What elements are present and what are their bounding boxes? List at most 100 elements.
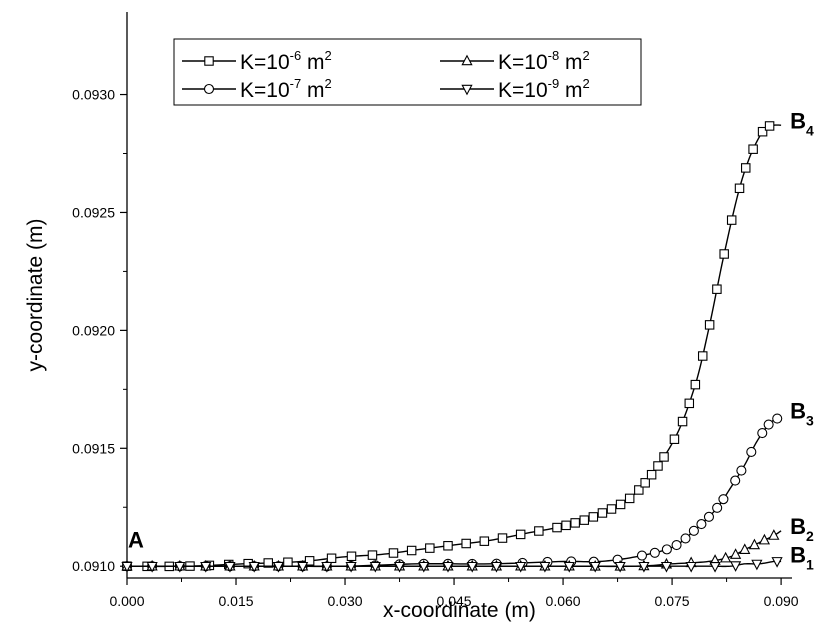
marker-circle: [636, 550, 648, 561]
annotation-a: A: [128, 527, 144, 552]
legend-base: K=10: [498, 51, 548, 74]
marker-square: [757, 126, 768, 137]
marker-triangle-down: [224, 561, 236, 573]
x-tick-label: 0.060: [546, 593, 581, 609]
marker-square: [425, 543, 435, 553]
legend-entry-triangle-up: K=10-8 m2: [440, 48, 590, 74]
marker-square: [741, 163, 751, 173]
marker-triangle-down: [614, 561, 626, 573]
marker-triangle-down: [393, 561, 406, 573]
marker-square: [479, 536, 490, 546]
x-tick-label: 0.075: [655, 593, 690, 609]
marker-square: [561, 520, 571, 531]
marker-triangle-up: [768, 529, 780, 540]
marker-triangle-down: [638, 561, 650, 573]
marker-square: [515, 529, 526, 540]
legend-entry-square: K=10-6 m2: [182, 48, 332, 74]
marker-circle: [746, 446, 757, 458]
axes: 0.000 0.015 0.030 0.045 0.060 0.075 0.090 0.091…: [72, 12, 799, 609]
marker-square: [640, 478, 650, 488]
marker-square: [552, 522, 562, 533]
legend-label: K=10-7 m2: [240, 76, 332, 102]
x-tick-label: 0.090: [764, 593, 799, 609]
annotation-text: A: [128, 527, 144, 552]
legend-box: [173, 38, 642, 106]
marker-square: [588, 512, 599, 522]
x-tick-label: 0.000: [109, 593, 144, 609]
series-triangle-down: [121, 557, 783, 573]
annotation-text: B: [790, 399, 806, 424]
annotation-b2: B2: [790, 514, 814, 544]
marker-square: [606, 504, 617, 514]
marker-triangle-up: [758, 533, 771, 545]
legend-marker-triangle-down: [461, 84, 473, 96]
marker-triangle-down: [146, 561, 158, 573]
marker-square: [624, 493, 635, 504]
marker-circle: [757, 427, 768, 439]
marker-circle: [661, 544, 672, 555]
marker-circle: [772, 413, 783, 424]
marker-triangle-down: [751, 559, 763, 571]
marker-square: [697, 351, 708, 361]
marker-square: [719, 249, 729, 259]
marker-triangle-down: [589, 561, 601, 573]
marker-triangle-down: [418, 561, 430, 573]
marker-square: [388, 548, 399, 558]
annotation-text: B: [790, 542, 806, 567]
marker-square: [367, 550, 378, 560]
marker-square: [406, 545, 417, 556]
legend: K=10-6 m2 K=10-8 m2K=10-7 m2 K=10-9 m2: [173, 38, 642, 106]
marker-square: [653, 461, 663, 471]
y-tick-label: 0.0930: [72, 87, 115, 103]
marker-square: [659, 452, 669, 462]
legend-unit-exp: 2: [325, 76, 332, 91]
marker-square: [669, 434, 680, 444]
marker-circle: [712, 502, 723, 513]
marker-triangle-down: [272, 561, 285, 573]
marker-square: [726, 215, 737, 225]
legend-base: K=10: [240, 51, 290, 74]
legend-entry-circle: K=10-7 m2: [182, 76, 332, 102]
marker-circle: [688, 525, 699, 536]
marker-square: [579, 515, 590, 525]
marker-triangle-down: [771, 557, 783, 568]
annotation-b3: B3: [790, 399, 814, 429]
marker-square: [704, 320, 715, 330]
marker-triangle-down: [729, 561, 742, 572]
legend-label: K=10-8 m2: [498, 48, 590, 74]
marker-triangle-down: [709, 562, 721, 573]
marker-circle: [703, 511, 715, 522]
x-axis-title: x-coordinate (m): [383, 599, 536, 622]
marker-square: [677, 416, 688, 427]
annotation-text: B: [790, 514, 806, 539]
legend-exp: -7: [290, 76, 302, 91]
series-layer: [121, 121, 783, 573]
annotation-subscript: 4: [806, 122, 814, 138]
legend-unit: m: [559, 51, 582, 74]
marker-triangle-up: [720, 551, 732, 563]
marker-square: [646, 469, 657, 480]
marker-triangle-down: [563, 561, 575, 573]
legend-unit-exp: 2: [583, 48, 590, 63]
y-axis-title: y-coordinate (m): [24, 219, 47, 372]
legend-unit: m: [559, 79, 582, 102]
marker-triangle-down: [685, 561, 697, 573]
y-tick-label: 0.0925: [72, 204, 115, 220]
y-tick-label: 0.0915: [72, 440, 115, 456]
marker-square: [570, 518, 580, 528]
legend-unit: m: [301, 51, 324, 74]
legend-entry-triangle-down: K=10-9 m2: [440, 76, 590, 102]
annotation-b4: B4: [790, 108, 814, 138]
marker-square: [684, 398, 695, 409]
legend-base: K=10: [240, 79, 290, 102]
legend-label: K=10-9 m2: [498, 76, 590, 102]
x-tick-label: 0.030: [328, 593, 363, 609]
annotation-subscript: 2: [806, 528, 814, 544]
marker-square: [497, 533, 508, 543]
legend-exp: -9: [548, 76, 560, 91]
legend-marker-square: [204, 56, 214, 66]
marker-square: [712, 284, 722, 294]
legend-label: K=10-6 m2: [240, 48, 332, 74]
marker-circle: [736, 465, 747, 476]
marker-circle: [730, 475, 741, 486]
